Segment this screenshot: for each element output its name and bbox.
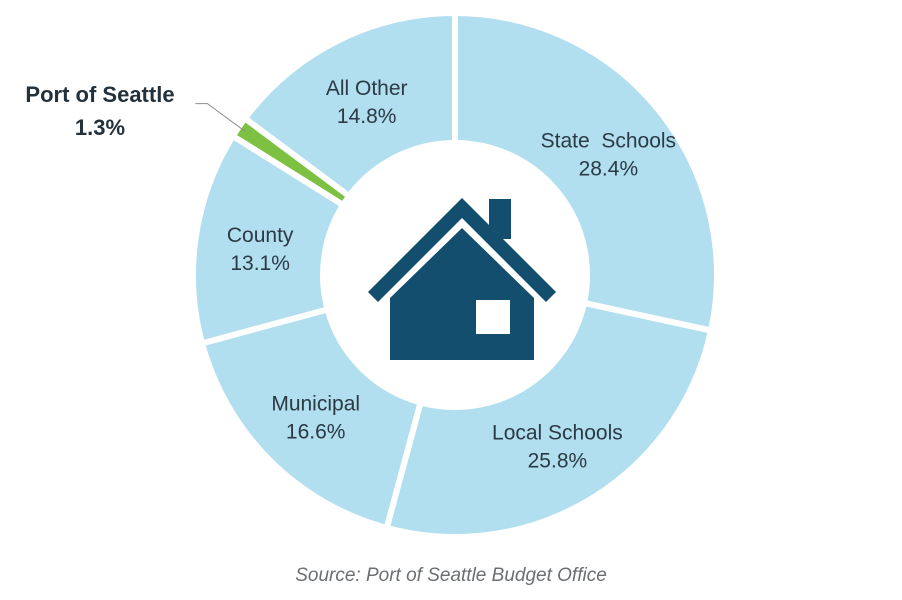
slice-label-county: County (227, 224, 294, 247)
slice-label-state-schools: State Schools (541, 129, 676, 152)
slice-value-all-other: 14.8% (337, 105, 397, 128)
slice-value-municipal: 16.6% (286, 420, 346, 443)
source-note: Source: Port of Seattle Budget Office (295, 565, 607, 586)
callout-label-value: 1.3% (75, 115, 125, 140)
slice-label-local-schools: Local Schools (492, 421, 623, 444)
slice-state-schools (452, 9, 720, 335)
house-body (390, 228, 534, 360)
callout-leader-line (195, 103, 246, 132)
slice-value-local-schools: 25.8% (528, 449, 588, 472)
slice-label-all-other: All Other (326, 77, 408, 100)
slices-layer (190, 9, 720, 540)
house-roof (368, 198, 556, 302)
house-chimney (489, 199, 511, 239)
slice-municipal (198, 305, 425, 532)
labels-layer: State Schools 28.4% Local Schools 25.8% Muni… (25, 77, 676, 472)
slice-local-schools (382, 299, 715, 540)
house-window (476, 300, 510, 334)
callout-label-name: Port of Seattle (25, 82, 174, 107)
slice-value-county: 13.1% (230, 252, 290, 275)
house-icon (368, 198, 556, 360)
slice-label-municipal: Municipal (271, 392, 360, 415)
slice-value-state-schools: 28.4% (579, 157, 639, 180)
slice-all-other (240, 9, 458, 201)
